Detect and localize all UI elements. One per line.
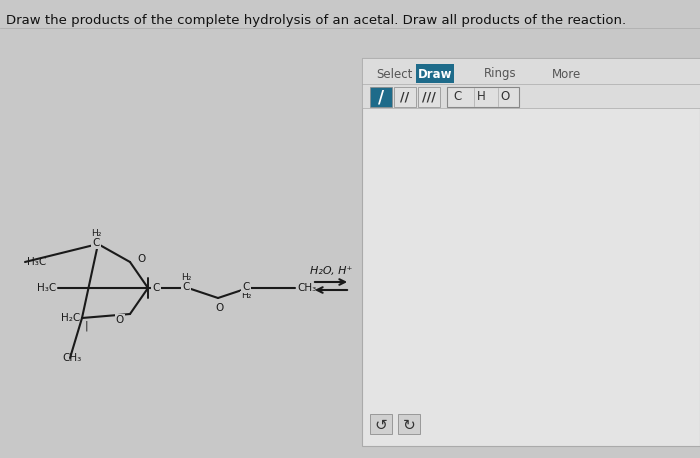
Bar xyxy=(362,58,700,108)
Text: |: | xyxy=(84,321,88,331)
Text: Rings: Rings xyxy=(484,67,517,81)
Bar xyxy=(370,414,392,434)
Text: O: O xyxy=(116,315,124,325)
Text: H₃C: H₃C xyxy=(36,283,56,293)
Text: H₃C: H₃C xyxy=(27,257,46,267)
Text: H₂: H₂ xyxy=(91,229,101,239)
Bar xyxy=(394,87,416,107)
Text: H: H xyxy=(477,91,485,104)
Text: C: C xyxy=(92,238,99,248)
Text: Draw: Draw xyxy=(418,67,452,81)
Text: C: C xyxy=(242,282,250,292)
Bar xyxy=(370,87,392,107)
Bar xyxy=(416,64,454,83)
Text: //: // xyxy=(400,91,410,104)
Bar xyxy=(418,87,440,107)
Bar xyxy=(398,414,420,434)
Text: C: C xyxy=(182,282,190,292)
Text: C: C xyxy=(453,91,461,104)
Bar xyxy=(447,87,519,107)
Text: CH₃: CH₃ xyxy=(297,283,316,293)
Text: O: O xyxy=(500,91,510,104)
Text: More: More xyxy=(552,67,581,81)
Text: O: O xyxy=(138,254,146,264)
Text: O: O xyxy=(216,303,224,313)
Text: ↺: ↺ xyxy=(374,418,387,432)
Text: CH₃: CH₃ xyxy=(62,353,82,363)
Text: ↻: ↻ xyxy=(402,418,415,432)
Text: H₂O, H⁺: H₂O, H⁺ xyxy=(310,266,352,276)
Text: H₂: H₂ xyxy=(241,291,251,300)
Text: H₂C: H₂C xyxy=(61,313,80,323)
Text: /: / xyxy=(378,88,384,106)
Text: Select: Select xyxy=(376,67,412,81)
Text: C: C xyxy=(153,283,160,293)
Bar xyxy=(362,58,700,446)
Text: ///: /// xyxy=(422,91,436,104)
Text: Draw the products of the complete hydrolysis of an acetal. Draw all products of : Draw the products of the complete hydrol… xyxy=(6,14,626,27)
Text: H₂: H₂ xyxy=(181,273,191,283)
